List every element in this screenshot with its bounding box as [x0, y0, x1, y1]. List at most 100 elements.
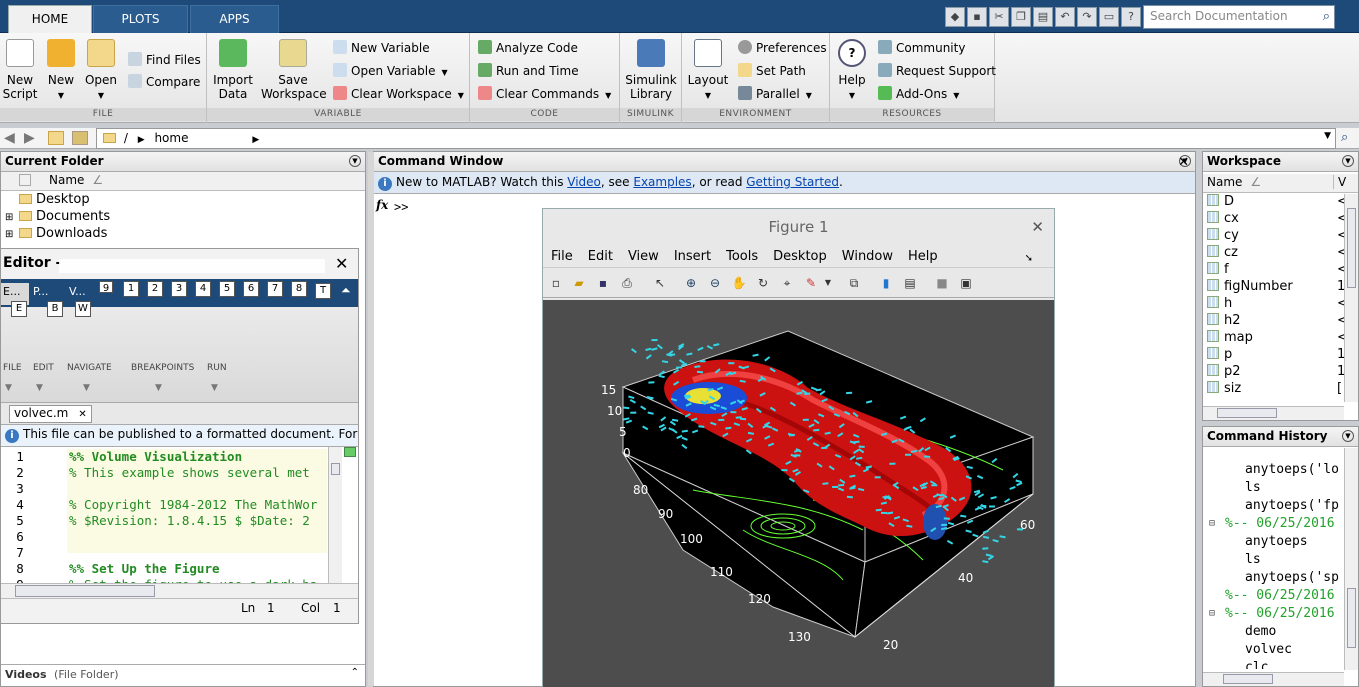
address-path-field[interactable]: / ▶ home ▶ ▼ — [96, 128, 1336, 149]
path-dropdown-icon[interactable]: ▼ — [1324, 131, 1331, 141]
panel-menu-icon[interactable]: ▼ — [1342, 155, 1354, 167]
tab-home[interactable]: HOME — [8, 5, 92, 34]
getting-started-link[interactable]: Getting Started — [746, 175, 840, 189]
brush-icon[interactable]: ✎ — [805, 276, 817, 290]
close-icon[interactable]: ✕ — [78, 409, 87, 420]
code-editor[interactable]: 1 %% Volume Visualization 2 % This example … — [1, 447, 358, 592]
editor-horizontal-scrollbar[interactable] — [1, 583, 358, 599]
hide-plot-tools-icon[interactable]: ■ — [936, 276, 948, 290]
clear-commands-button[interactable]: Clear Commands ▼ — [478, 85, 611, 103]
tab-apps[interactable]: APPS — [190, 5, 279, 33]
compare-button[interactable]: Compare — [128, 73, 200, 91]
copy-icon[interactable]: ❐ — [1011, 7, 1031, 27]
panel-menu-icon[interactable]: ▼ — [1342, 430, 1354, 442]
chevron-down-icon[interactable]: ▼ — [83, 383, 90, 393]
zoom-in-icon[interactable]: ⊕ — [685, 276, 697, 290]
dock-arrow-icon[interactable]: ➘ — [1024, 253, 1033, 264]
show-plot-tools-icon[interactable]: ▣ — [960, 276, 972, 290]
back-arrow-icon[interactable]: ◀ — [4, 130, 15, 146]
expand-plus-icon[interactable]: ⊞ — [5, 212, 14, 223]
history-command-row[interactable]: volvec — [1203, 641, 1358, 659]
workspace-variable-row[interactable]: D < — [1203, 193, 1358, 210]
folder-details-bar[interactable]: Videos (File Folder) ⌃ — [1, 664, 365, 686]
editor-tab-view[interactable]: V... — [69, 285, 86, 298]
open-variable-button[interactable]: Open Variable ▼ — [333, 62, 448, 80]
redo-icon[interactable]: ↷ — [1077, 7, 1097, 27]
undo-icon[interactable]: ↶ — [1055, 7, 1075, 27]
path-root[interactable]: / — [123, 131, 128, 145]
switch-windows-icon[interactable]: ▭ — [1099, 7, 1119, 27]
tab-plots[interactable]: PLOTS — [93, 5, 188, 33]
search-icon[interactable]: ⌕ — [1322, 9, 1330, 24]
menu-edit[interactable]: Edit — [587, 248, 613, 264]
history-command-row[interactable]: anytoeps — [1203, 533, 1358, 551]
history-command-row[interactable]: anytoeps('sp — [1203, 569, 1358, 587]
video-link[interactable]: Video — [567, 175, 601, 189]
collapse-toolstrip-icon[interactable]: ⏶ — [341, 283, 351, 297]
menu-view[interactable]: View — [627, 248, 659, 264]
layout-button[interactable]: Layout ▼ — [686, 37, 730, 103]
preferences-button[interactable]: Preferences — [738, 39, 827, 57]
scroll-thumb[interactable] — [1347, 588, 1356, 648]
set-path-button[interactable]: Set Path — [738, 62, 806, 80]
workspace-variable-row[interactable]: cy < — [1203, 227, 1358, 244]
menu-help[interactable]: Help — [908, 248, 938, 264]
history-horizontal-scrollbar[interactable] — [1203, 672, 1344, 686]
examples-link[interactable]: Examples — [633, 175, 692, 189]
menu-desktop[interactable]: Desktop — [773, 248, 827, 264]
history-command-row[interactable]: ls — [1203, 479, 1358, 497]
workspace-variable-row[interactable]: h2 < — [1203, 312, 1358, 329]
close-icon[interactable]: ✕ — [1031, 218, 1044, 236]
browse-folder-icon[interactable] — [72, 131, 88, 145]
new-variable-button[interactable]: New Variable — [333, 39, 430, 57]
help-icon[interactable]: ? — [1121, 7, 1141, 27]
list-item[interactable]: Desktop — [1, 191, 365, 208]
save-icon[interactable]: ▪ — [967, 7, 987, 27]
clear-workspace-button[interactable]: Clear Workspace ▼ — [333, 85, 464, 103]
chevron-down-icon[interactable]: ▼ — [155, 383, 162, 393]
command-prompt-area[interactable]: fx >> — [374, 194, 1195, 674]
legend-icon[interactable]: ▤ — [904, 276, 916, 290]
paste-icon[interactable]: ▤ — [1033, 7, 1053, 27]
workspace-variable-row[interactable]: figNumber 1 — [1203, 278, 1358, 295]
chevron-down-icon[interactable]: ▼ — [824, 278, 832, 287]
print-icon[interactable]: ⎙ — [622, 276, 632, 290]
splitter[interactable] — [368, 152, 374, 686]
collapse-minus-icon[interactable]: ⊟ — [1209, 608, 1216, 619]
add-ons-button[interactable]: Add-Ons ▼ — [878, 85, 959, 103]
history-session-separator[interactable]: ⊟ %-- 06/25/2016 — [1203, 515, 1358, 533]
list-item[interactable]: ⊞ Downloads — [1, 225, 365, 242]
rotate-3d-icon[interactable]: ↻ — [757, 276, 769, 290]
scroll-thumb[interactable] — [1223, 674, 1273, 684]
help-button[interactable]: ? Help ▼ — [834, 37, 870, 103]
editor-tab-publish[interactable]: P... — [33, 285, 49, 298]
run-and-time-button[interactable]: Run and Time — [478, 62, 579, 80]
collapse-minus-icon[interactable]: ⊟ — [1209, 518, 1216, 529]
workspace-variable-row[interactable]: siz [ — [1203, 380, 1358, 397]
menu-tools[interactable]: Tools — [726, 248, 759, 264]
function-browser-icon[interactable]: fx — [376, 198, 389, 212]
pointer-icon[interactable]: ↖ — [654, 276, 666, 290]
panel-menu-icon[interactable]: ▼ — [1179, 155, 1191, 167]
close-icon[interactable]: ✕ — [335, 254, 349, 273]
request-support-button[interactable]: Request Support — [878, 62, 996, 80]
close-icon[interactable]: ✕ — [1178, 155, 1189, 170]
analyze-code-button[interactable]: Analyze Code — [478, 39, 578, 57]
editor-tab-editor[interactable]: E... — [1, 283, 29, 305]
new-script-button[interactable]: New Script — [2, 37, 38, 101]
import-data-button[interactable]: Import Data — [211, 37, 255, 101]
history-command-row[interactable]: ls — [1203, 551, 1358, 569]
chevron-down-icon[interactable]: ▼ — [211, 383, 218, 393]
new-button[interactable]: New ▼ — [44, 37, 78, 103]
save-workspace-button[interactable]: Save Workspace — [261, 37, 327, 101]
up-folder-icon[interactable] — [48, 131, 64, 145]
search-documentation-input[interactable]: Search Documentation ⌕ — [1143, 5, 1335, 29]
workspace-vertical-scrollbar[interactable] — [1344, 194, 1358, 402]
new-figure-icon[interactable]: ▫ — [551, 276, 561, 290]
find-files-button[interactable]: Find Files — [128, 51, 201, 69]
workspace-variable-row[interactable]: cx < — [1203, 210, 1358, 227]
current-folder-column-header[interactable]: Name ∠ — [1, 172, 365, 191]
workspace-column-header[interactable]: Name ∠ V — [1203, 174, 1358, 193]
search-folder-icon[interactable]: ⌕ — [1341, 130, 1349, 145]
